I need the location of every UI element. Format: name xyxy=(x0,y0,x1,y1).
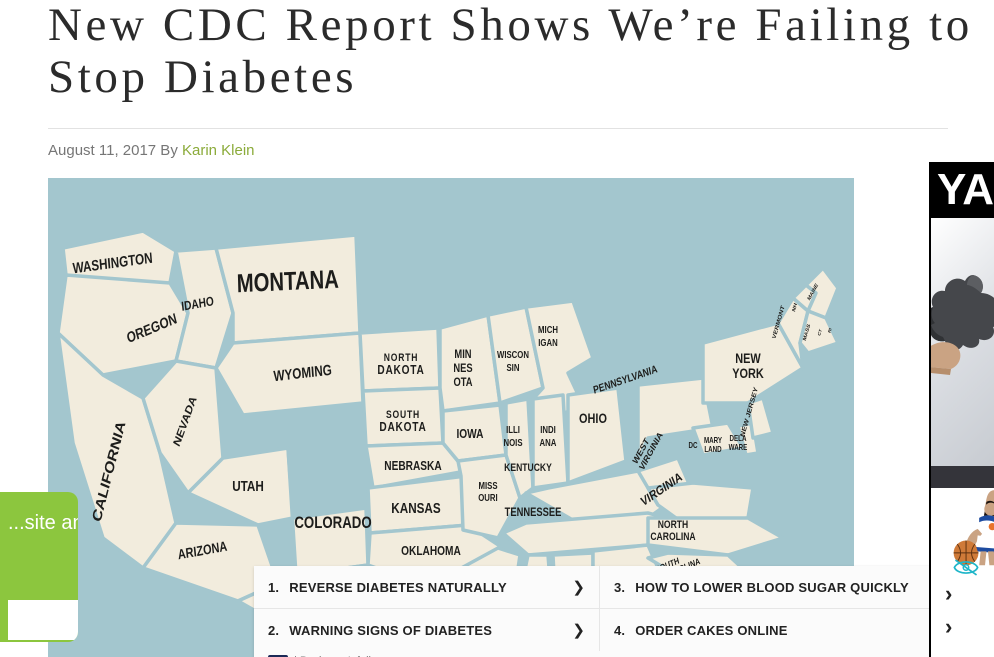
svg-text:OURI: OURI xyxy=(478,492,497,503)
svg-text:NEW: NEW xyxy=(735,351,761,367)
svg-text:YORK: YORK xyxy=(732,366,764,382)
svg-text:DC: DC xyxy=(689,441,698,450)
svg-text:CAROLINA: CAROLINA xyxy=(650,531,695,543)
svg-text:IOWA: IOWA xyxy=(456,427,484,441)
svg-text:ILLI: ILLI xyxy=(506,424,520,435)
svg-text:ANA: ANA xyxy=(540,437,557,448)
svg-text:LAND: LAND xyxy=(704,445,721,454)
svg-text:MISS: MISS xyxy=(478,480,497,491)
svg-text:NOIS: NOIS xyxy=(503,437,522,448)
svg-text:NORTH: NORTH xyxy=(658,519,688,531)
svg-text:OKLAHOMA: OKLAHOMA xyxy=(401,544,461,558)
svg-text:MARY: MARY xyxy=(704,436,722,445)
svg-text:NEBRASKA: NEBRASKA xyxy=(384,459,442,473)
svg-text:WISCON: WISCON xyxy=(497,349,529,360)
svg-text:IGAN: IGAN xyxy=(538,337,557,348)
svg-text:MONTANA: MONTANA xyxy=(236,264,339,298)
svg-text:INDI: INDI xyxy=(540,424,556,435)
svg-text:UTAH: UTAH xyxy=(232,478,264,495)
svg-text:OTA: OTA xyxy=(453,376,472,389)
svg-text:KENTUCKY: KENTUCKY xyxy=(504,462,552,474)
svg-text:MIN: MIN xyxy=(454,348,471,361)
svg-text:KANSAS: KANSAS xyxy=(391,500,440,517)
svg-text:TENNESSEE: TENNESSEE xyxy=(505,506,562,519)
svg-text:WARE: WARE xyxy=(729,443,748,452)
svg-text:COLORADO: COLORADO xyxy=(294,514,371,533)
svg-text:OHIO: OHIO xyxy=(579,411,607,427)
svg-text:MICH: MICH xyxy=(538,324,558,335)
svg-text:SIN: SIN xyxy=(507,362,520,373)
svg-text:DAKOTA: DAKOTA xyxy=(377,363,424,377)
svg-text:NES: NES xyxy=(453,362,472,375)
svg-text:DAKOTA: DAKOTA xyxy=(379,420,426,434)
